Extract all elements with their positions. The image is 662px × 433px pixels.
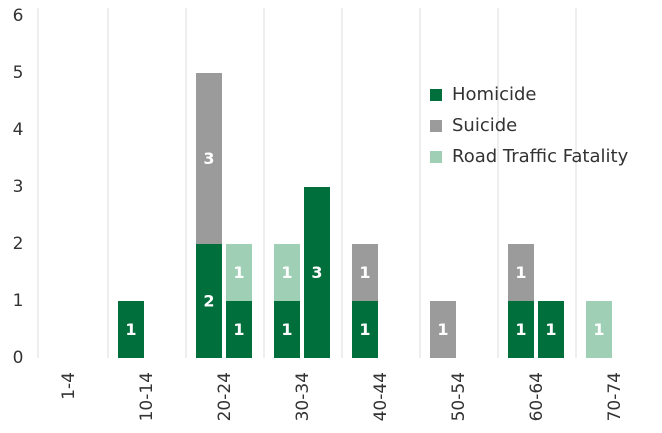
data-label: 3 bbox=[203, 149, 214, 168]
y-tick-label: 2 bbox=[13, 234, 24, 254]
bar-segment bbox=[226, 301, 252, 358]
bar-segment bbox=[352, 244, 378, 301]
x-tick-label: 40-44 bbox=[371, 372, 391, 421]
x-tick-label: 20-24 bbox=[215, 372, 235, 421]
data-label: 1 bbox=[515, 263, 526, 282]
data-label: 1 bbox=[515, 320, 526, 339]
data-label: 1 bbox=[359, 263, 370, 282]
legend-label: Suicide bbox=[452, 115, 517, 136]
y-tick-label: 6 bbox=[13, 6, 24, 26]
bar-segment bbox=[274, 244, 300, 301]
data-label: 2 bbox=[203, 292, 214, 311]
data-label: 1 bbox=[437, 320, 448, 339]
legend-swatch bbox=[430, 151, 442, 163]
y-tick-label: 0 bbox=[13, 348, 24, 368]
data-label: 1 bbox=[281, 320, 292, 339]
bar-segment bbox=[352, 301, 378, 358]
y-tick-label: 3 bbox=[13, 177, 24, 197]
legend-swatch bbox=[430, 120, 442, 132]
x-tick-label: 60-64 bbox=[527, 372, 547, 421]
bar-segment bbox=[118, 301, 144, 358]
bar-segment bbox=[226, 244, 252, 301]
bar-segment bbox=[508, 301, 534, 358]
legend-label: Homicide bbox=[452, 84, 536, 105]
x-tick-label: 50-54 bbox=[449, 372, 469, 421]
legend-label: Road Traffic Fatality bbox=[452, 146, 629, 167]
bar-segment bbox=[196, 244, 222, 358]
bar-segment bbox=[196, 73, 222, 244]
data-label: 1 bbox=[593, 320, 604, 339]
data-label: 1 bbox=[281, 263, 292, 282]
y-tick-label: 5 bbox=[13, 63, 24, 83]
y-tick-label: 1 bbox=[13, 291, 24, 311]
data-label: 1 bbox=[125, 320, 136, 339]
x-tick-label: 10-14 bbox=[137, 372, 157, 421]
legend-swatch bbox=[430, 89, 442, 101]
data-label: 1 bbox=[233, 263, 244, 282]
bar-segment bbox=[274, 301, 300, 358]
data-label: 3 bbox=[311, 263, 322, 282]
data-label: 1 bbox=[233, 320, 244, 339]
bar-segment bbox=[304, 187, 330, 358]
bar-segment bbox=[430, 301, 456, 358]
x-tick-label: 70-74 bbox=[605, 372, 625, 421]
bar-segment bbox=[508, 244, 534, 301]
y-tick-label: 4 bbox=[13, 120, 24, 140]
bar-segment bbox=[538, 301, 564, 358]
bar-segment bbox=[586, 301, 612, 358]
data-label: 1 bbox=[359, 320, 370, 339]
data-label: 1 bbox=[545, 320, 556, 339]
x-tick-label: 1-4 bbox=[59, 372, 79, 400]
x-tick-label: 30-34 bbox=[293, 372, 313, 421]
